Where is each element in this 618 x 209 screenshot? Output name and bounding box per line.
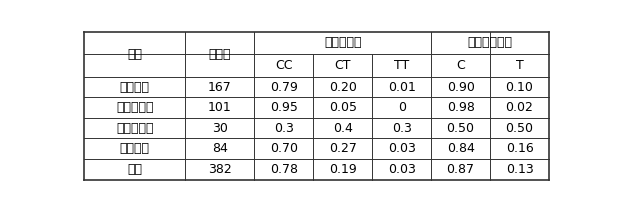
Text: 等位基因频率: 等位基因频率 xyxy=(468,36,512,49)
Text: 0.84: 0.84 xyxy=(447,142,475,155)
Text: 167: 167 xyxy=(208,80,232,94)
Text: CT: CT xyxy=(334,59,351,72)
Text: 0.01: 0.01 xyxy=(387,80,415,94)
Text: 闽西南黑兔: 闽西南黑兔 xyxy=(116,101,153,114)
Text: 基因型频率: 基因型频率 xyxy=(324,36,362,49)
Text: 0.02: 0.02 xyxy=(506,101,533,114)
Text: 共计: 共计 xyxy=(127,163,142,176)
Text: 样本数: 样本数 xyxy=(208,48,231,61)
Text: 0.20: 0.20 xyxy=(329,80,357,94)
Text: 0.13: 0.13 xyxy=(506,163,533,176)
Text: 0.78: 0.78 xyxy=(270,163,298,176)
Text: T: T xyxy=(515,59,523,72)
Text: 0.03: 0.03 xyxy=(387,142,415,155)
Text: 群体: 群体 xyxy=(127,48,142,61)
Text: 0.50: 0.50 xyxy=(506,122,533,135)
Text: 0.3: 0.3 xyxy=(274,122,294,135)
Text: 0: 0 xyxy=(397,101,405,114)
Text: 0.19: 0.19 xyxy=(329,163,357,176)
Text: 101: 101 xyxy=(208,101,232,114)
Text: 0.03: 0.03 xyxy=(387,163,415,176)
Text: 84: 84 xyxy=(212,142,227,155)
Text: 0.16: 0.16 xyxy=(506,142,533,155)
Text: 0.50: 0.50 xyxy=(447,122,475,135)
Text: 0.3: 0.3 xyxy=(392,122,412,135)
Text: TT: TT xyxy=(394,59,409,72)
Text: 0.10: 0.10 xyxy=(506,80,533,94)
Text: 30: 30 xyxy=(212,122,227,135)
Text: 0.95: 0.95 xyxy=(270,101,298,114)
Text: 0.70: 0.70 xyxy=(270,142,298,155)
Text: 0.98: 0.98 xyxy=(447,101,475,114)
Text: 0.4: 0.4 xyxy=(332,122,353,135)
Text: 0.90: 0.90 xyxy=(447,80,475,94)
Text: 福建黄兔: 福建黄兔 xyxy=(120,142,150,155)
Text: 0.05: 0.05 xyxy=(329,101,357,114)
Text: 0.87: 0.87 xyxy=(447,163,475,176)
Text: 0.27: 0.27 xyxy=(329,142,357,155)
Text: 新西兰白兔: 新西兰白兔 xyxy=(116,122,153,135)
Text: CC: CC xyxy=(275,59,292,72)
Text: 382: 382 xyxy=(208,163,232,176)
Text: 0.79: 0.79 xyxy=(270,80,298,94)
Text: 福建白兔: 福建白兔 xyxy=(120,80,150,94)
Text: C: C xyxy=(456,59,465,72)
